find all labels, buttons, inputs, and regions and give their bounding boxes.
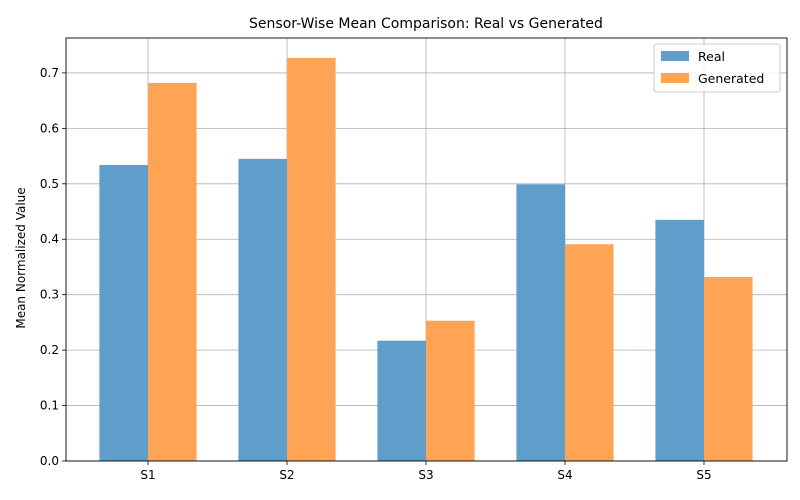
y-tick-label: 0.0 <box>40 454 59 468</box>
legend-label-generated: Generated <box>698 71 764 86</box>
bar-real-s5 <box>655 219 704 461</box>
y-tick-label: 0.5 <box>40 177 59 191</box>
bar-generated-s1 <box>148 82 197 461</box>
x-tick-label: S3 <box>418 468 433 482</box>
x-tick-label: S1 <box>140 468 155 482</box>
legend: Real Generated <box>653 43 781 93</box>
x-tick-label: S4 <box>557 468 572 482</box>
legend-swatch-generated <box>661 73 689 83</box>
bar-generated-s4 <box>565 244 614 461</box>
x-tick-label: S5 <box>696 468 711 482</box>
bars <box>99 57 753 461</box>
bar-real-s1 <box>99 164 148 461</box>
bar-real-s2 <box>238 158 287 461</box>
legend-label-real: Real <box>698 49 725 64</box>
axes: 0.0 0.1 0.2 0.3 0.4 0.5 0.6 0.7 S1 S2 S3 S4 S5 <box>40 37 788 482</box>
plot-frame <box>65 37 788 462</box>
bar-generated-s5 <box>704 276 753 461</box>
bar-real-s3 <box>377 340 426 461</box>
bar-generated-s3 <box>426 320 475 461</box>
y-tick-label: 0.7 <box>40 66 59 80</box>
y-tick-label: 0.3 <box>40 288 59 302</box>
chart-title: Sensor-Wise Mean Comparison: Real vs Gen… <box>249 16 603 32</box>
y-tick-label: 0.4 <box>40 232 59 246</box>
bar-generated-s2 <box>287 57 336 461</box>
y-tick-label: 0.2 <box>40 343 59 357</box>
y-tick-label: 0.6 <box>40 121 59 135</box>
bar-real-s4 <box>516 184 565 461</box>
legend-swatch-real <box>661 51 689 61</box>
x-tick-label: S2 <box>279 468 294 482</box>
y-tick-label: 0.1 <box>40 399 59 413</box>
y-axis-label: Mean Normalized Value <box>14 187 28 328</box>
